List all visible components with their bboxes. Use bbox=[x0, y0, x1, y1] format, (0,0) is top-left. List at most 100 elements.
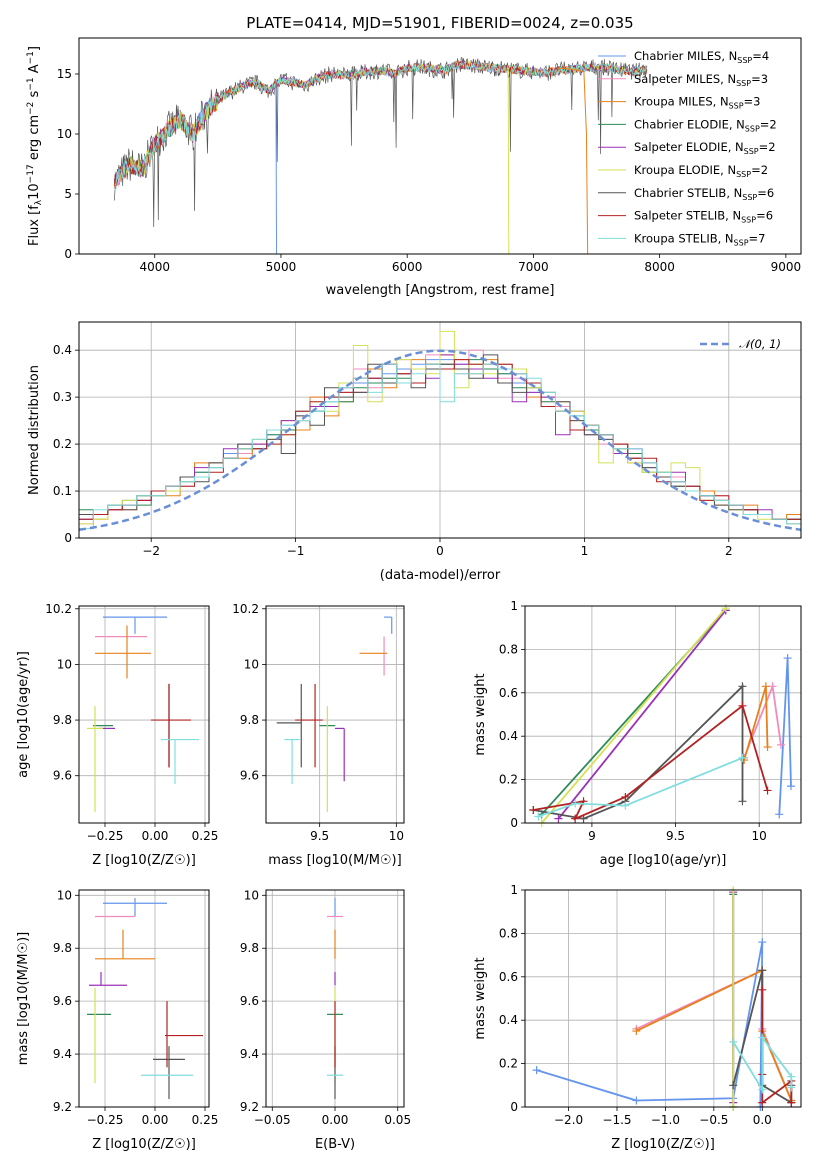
weight-marker bbox=[758, 985, 767, 994]
legend-label: Salpeter STELIB, NSSP=6 bbox=[634, 209, 773, 225]
spectrum-panel: 4000 5000 6000 7000 8000 9000 0 5 10 15 Chabrier M… bbox=[26, 37, 802, 298]
y-tick-label: 0.6 bbox=[499, 970, 518, 984]
y-tick-label: 9.4 bbox=[53, 1047, 72, 1061]
axes-frame bbox=[524, 605, 802, 824]
weight-marker bbox=[632, 1096, 641, 1105]
legend-label: Kroupa STELIB, NSSP=7 bbox=[634, 231, 765, 247]
weight-marker bbox=[758, 1098, 767, 1107]
weight-line bbox=[541, 607, 727, 823]
weight-marker bbox=[738, 797, 747, 806]
x-tick-label: 0.05 bbox=[384, 1113, 411, 1127]
y-tick-label: 9.2 bbox=[53, 1100, 72, 1114]
spectrum-line bbox=[113, 57, 648, 228]
weight-line bbox=[533, 684, 744, 820]
y-tick-label: 0.4 bbox=[499, 1013, 518, 1027]
residual-panel: −2 −1 0 1 2 0 0.1 0.2 0.3 0.4 𝒩(0, 1) (data-model)/… bbox=[27, 321, 802, 583]
spectrum-dropout bbox=[507, 67, 510, 255]
y-tick-label: 15 bbox=[57, 67, 72, 81]
weight-marker bbox=[763, 786, 772, 795]
weight-vs-Z-panel: −2.0 −1.5 −1.0 −0.5 0.0 0 0.2 0.4 0.6 0.8 1 Z [log1… bbox=[473, 883, 802, 1152]
axes-frame bbox=[78, 321, 802, 539]
x-axis-label: Z [log10(Z/Z☉)] bbox=[92, 853, 196, 868]
weight-marker bbox=[758, 1033, 767, 1042]
weight-marker bbox=[632, 1027, 641, 1036]
x-tick-label: 10 bbox=[389, 829, 404, 843]
y-axis-label: Normed distribution bbox=[27, 365, 42, 495]
y-tick-label: 0.8 bbox=[499, 642, 518, 656]
y-tick-label: 0.4 bbox=[499, 729, 518, 743]
y-tick-label: 0.2 bbox=[53, 437, 72, 451]
weight-marker bbox=[554, 814, 563, 823]
weight-marker bbox=[534, 812, 543, 821]
x-tick-label: 9000 bbox=[771, 260, 802, 274]
weight-marker bbox=[738, 753, 747, 762]
legend-label: Chabrier MILES, NSSP=4 bbox=[634, 49, 769, 65]
x-tick-label: 6000 bbox=[392, 260, 423, 274]
weight-marker bbox=[786, 782, 795, 791]
axes-frame bbox=[78, 37, 802, 255]
y-tick-label: 10 bbox=[57, 657, 72, 671]
axes-frame bbox=[524, 889, 802, 1108]
spectrum-line bbox=[114, 60, 648, 191]
legend-label: Kroupa ELODIE, NSSP=2 bbox=[634, 163, 768, 179]
x-tick-label: 9 bbox=[588, 829, 596, 843]
weight-marker bbox=[758, 1085, 767, 1094]
axes-frame bbox=[78, 605, 210, 824]
y-tick-label: 10 bbox=[57, 888, 72, 902]
y-tick-label: 9.8 bbox=[53, 941, 72, 955]
weight-marker bbox=[621, 801, 630, 810]
weight-marker bbox=[758, 966, 767, 975]
weight-marker bbox=[571, 799, 580, 808]
x-tick-label: 0.25 bbox=[192, 1113, 219, 1127]
y-tick-label: 0.2 bbox=[499, 1057, 518, 1071]
weight-marker bbox=[738, 701, 747, 710]
y-tick-label: 0.2 bbox=[499, 773, 518, 787]
x-tick-label: −1.0 bbox=[651, 1113, 680, 1127]
weight-marker bbox=[776, 740, 785, 749]
weight-marker bbox=[738, 682, 747, 691]
x-tick-label: 8000 bbox=[644, 260, 675, 274]
x-tick-label: 0.25 bbox=[192, 829, 219, 843]
x-tick-label: −1 bbox=[287, 544, 305, 558]
y-axis-label: mass [log10(M/M☉)] bbox=[16, 932, 31, 1065]
x-tick-label: 0.00 bbox=[142, 1113, 169, 1127]
y-tick-label: 1 bbox=[510, 599, 518, 613]
axes-frame bbox=[265, 605, 405, 824]
x-tick-label: 0.00 bbox=[142, 829, 169, 843]
y-tick-label: 10.2 bbox=[232, 602, 259, 616]
legend-label: 𝒩(0, 1) bbox=[739, 337, 781, 351]
x-tick-label: 2 bbox=[725, 544, 733, 558]
y-tick-label: 0.8 bbox=[499, 926, 518, 940]
weight-marker bbox=[529, 805, 538, 814]
x-tick-label: −0.25 bbox=[87, 1113, 124, 1127]
weight-line bbox=[538, 757, 743, 818]
y-tick-label: 0.3 bbox=[53, 390, 72, 404]
weight-line bbox=[557, 609, 727, 820]
y-tick-label: 9.6 bbox=[53, 769, 72, 783]
x-tick-label: 4000 bbox=[139, 260, 170, 274]
weight-marker bbox=[621, 792, 630, 801]
x-tick-label: 0.00 bbox=[322, 1113, 349, 1127]
figure-title: PLATE=0414, MJD=51901, FIBERID=0024, z=0… bbox=[246, 14, 633, 32]
y-tick-label: 10 bbox=[57, 127, 72, 141]
legend-label: Chabrier STELIB, NSSP=6 bbox=[634, 186, 774, 202]
y-axis-label: mass weight bbox=[473, 957, 488, 1039]
x-tick-label: −0.5 bbox=[699, 1113, 728, 1127]
weight-marker bbox=[787, 1072, 796, 1081]
y-tick-label: 0.4 bbox=[53, 343, 72, 357]
age-vs-mass-panel: 9.5 10 9.6 9.8 10 10.2 mass [log10(M/M☉)] bbox=[232, 602, 405, 868]
x-tick-label: 1 bbox=[581, 544, 589, 558]
x-tick-label: 5000 bbox=[266, 260, 297, 274]
y-tick-label: 5 bbox=[64, 187, 72, 201]
y-tick-label: 0.6 bbox=[499, 686, 518, 700]
weight-line bbox=[761, 989, 793, 1105]
y-tick-label: 9.6 bbox=[53, 994, 72, 1008]
weight-marker bbox=[775, 810, 784, 819]
weight-marker bbox=[768, 682, 777, 691]
y-tick-label: 10 bbox=[244, 657, 259, 671]
y-tick-label: 9.8 bbox=[53, 713, 72, 727]
y-tick-label: 10.2 bbox=[45, 602, 72, 616]
y-tick-label: 0 bbox=[64, 247, 72, 261]
x-tick-label: −0.25 bbox=[87, 829, 124, 843]
